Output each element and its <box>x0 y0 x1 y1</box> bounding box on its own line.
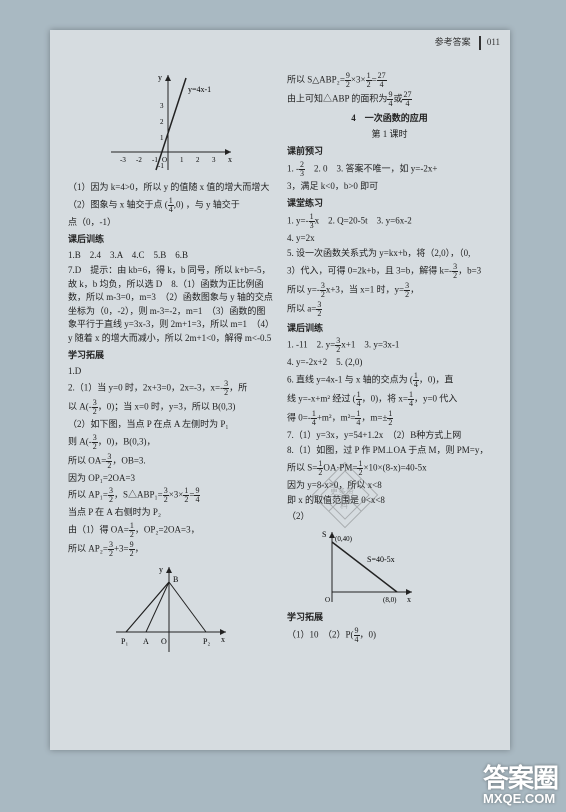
section-title: 课堂练习 <box>287 197 492 211</box>
text: 所以 AP₂=32+3=92， <box>68 541 273 558</box>
svg-text:S: S <box>322 530 326 539</box>
svg-text:y: y <box>158 73 162 82</box>
svg-text:3: 3 <box>212 156 216 164</box>
page-number: 011 <box>479 36 500 50</box>
right-column: 所以 S△ABP₂=92×3×12=274 由上可知△ABP 的面积为94或27… <box>287 70 492 661</box>
svg-text:y: y <box>159 565 163 574</box>
svg-text:-3: -3 <box>120 156 126 164</box>
svg-text:B: B <box>173 575 178 584</box>
section-title: 课后训练 <box>287 322 492 336</box>
section-title: 学习拓展 <box>68 349 273 363</box>
text: 6. 直线 y=4x-1 与 x 轴的交点为 (14，0)，直 <box>287 372 492 389</box>
svg-text:(8,0): (8,0) <box>383 596 397 604</box>
text: 线 y=-x+m² 经过 (14，0)，将 x=14，y=0 代入 <box>287 391 492 408</box>
watermark-en: MXQE.COM <box>483 791 558 806</box>
svg-text:P₂: P₂ <box>203 637 210 646</box>
svg-text:x: x <box>407 595 411 604</box>
graph1-svg: x y -3 -2 -1 O 1 2 3 -1 1 2 3 y=4x-1 <box>106 70 236 175</box>
svg-text:x: x <box>221 635 225 644</box>
svg-text:(0,40): (0,40) <box>335 535 353 543</box>
svg-text:O: O <box>161 637 167 646</box>
text: 7.（1）y=3x，y=54+1.2x （2）B种方式上网 <box>287 429 492 443</box>
svg-text:1: 1 <box>160 134 164 142</box>
header-label: 参考答案 <box>435 37 471 47</box>
svg-text:O: O <box>325 596 330 604</box>
svg-text:A: A <box>143 637 149 646</box>
text: （1）10 （2）P(94，0) <box>287 627 492 644</box>
text: 所以 S△ABP₂=92×3×12=274 <box>287 72 492 89</box>
graph-triangle: P₁ A O P₂ B x y <box>111 562 231 657</box>
text: 3）代入，可得 0=2k+b，且 3=b，解得 k=-32，b=3 <box>287 263 492 280</box>
text: 4. y=2x <box>287 232 492 246</box>
svg-text:y=4x-1: y=4x-1 <box>188 85 211 94</box>
svg-text:料: 料 <box>340 500 348 510</box>
text: 当点 P 在 A 右侧时为 P₂ <box>68 506 273 520</box>
text: 2.（1）当 y=0 时，2x+3=0，2x=-3，x=-32，所 <box>68 380 273 397</box>
site-watermark: 答案圈 MXQE.COM <box>483 765 558 806</box>
left-column: x y -3 -2 -1 O 1 2 3 -1 1 2 3 y=4x-1 <box>68 70 273 661</box>
svg-text:更多资: 更多资 <box>330 486 354 496</box>
text: 1.D <box>68 365 273 379</box>
text: 所以 OA=32，OB=3. <box>68 453 273 470</box>
graph-linear-function: x y -3 -2 -1 O 1 2 3 -1 1 2 3 y=4x-1 <box>106 70 236 175</box>
page-header: 参考答案 011 <box>435 36 500 50</box>
text: 4. y=-2x+2 5. (2,0) <box>287 356 492 370</box>
text: 则 A(-32，0)，B(0,3)， <box>68 434 273 451</box>
svg-text:-2: -2 <box>136 156 142 164</box>
svg-text:1: 1 <box>180 156 184 164</box>
text: 8.（1）如图，过 P 作 PM⊥OA 于点 M，则 PM=y， <box>287 444 492 458</box>
section-title: 学习拓展 <box>287 611 492 625</box>
content-columns: x y -3 -2 -1 O 1 2 3 -1 1 2 3 y=4x-1 <box>68 70 492 661</box>
text: 所以 AP₁=32，S△ABP₁=32×3×12=94 <box>68 487 273 504</box>
document-page: 参考答案 011 x y -3 -2 -1 O 1 2 <box>50 30 510 750</box>
text: 5. 设一次函数关系式为 y=kx+b，将（2,0），（0, <box>287 247 492 261</box>
sub-title: 第 1 课时 <box>287 128 492 142</box>
graph-area-function: S x (0,40) O (8,0) S=40-5x <box>317 527 417 607</box>
svg-text:3: 3 <box>160 102 164 110</box>
text: （1）因为 k=4>0，所以 y 的值随 x 值的增大而增大 <box>68 181 273 195</box>
svg-text:2: 2 <box>196 156 200 164</box>
text: 所以 a=32 <box>287 301 492 318</box>
text: 1. -11 2. y=32x+1 3. y=3x-1 <box>287 337 492 354</box>
svg-text:S=40-5x: S=40-5x <box>367 555 395 564</box>
text: 由上可知△ABP 的面积为94或274 <box>287 91 492 108</box>
text: 所以 y=-32x+3，当 x=1 时，y=32， <box>287 282 492 299</box>
text: 3，满足 k<0，b>0 即可 <box>287 180 492 194</box>
watermark-stamp: 更多资 料 <box>310 460 380 530</box>
text: 1. -23 2. 0 3. 答案不唯一，如 y=-2x+ <box>287 161 492 178</box>
text: 1.B 2.4 3.A 4.C 5.B 6.B <box>68 249 273 263</box>
section-title: 课后训练 <box>68 233 273 247</box>
text: 点（0，-1） <box>68 216 273 230</box>
text: 因为 OP₁=2OA=3 <box>68 472 273 486</box>
text: 由（1）得 OA=12，OP₂=2OA=3， <box>68 522 273 539</box>
section-title: 课前预习 <box>287 145 492 159</box>
svg-text:P₁: P₁ <box>121 637 128 646</box>
text: （2）如下图，当点 P 在点 A 左侧时为 P₁ <box>68 418 273 432</box>
svg-text:2: 2 <box>160 118 164 126</box>
chapter-title: 4 一次函数的应用 <box>287 112 492 126</box>
text: 以 A(-32，0)；当 x=0 时，y=3，所以 B(0,3) <box>68 399 273 416</box>
svg-text:x: x <box>228 155 232 164</box>
watermark-cn: 答案圈 <box>483 765 558 791</box>
text: 7.D 提示：由 kb=6，得 k，b 同号，所以 k+b=-5，故 k，b 均… <box>68 264 273 345</box>
text: 1. y=-13x 2. Q=20-5t 3. y=6x-2 <box>287 213 492 230</box>
text: 得 0=-14+m²，m²=14，m=±12 <box>287 410 492 427</box>
text: （2）图象与 x 轴交于点 (14,0) ，与 y 轴交于 <box>68 197 273 214</box>
